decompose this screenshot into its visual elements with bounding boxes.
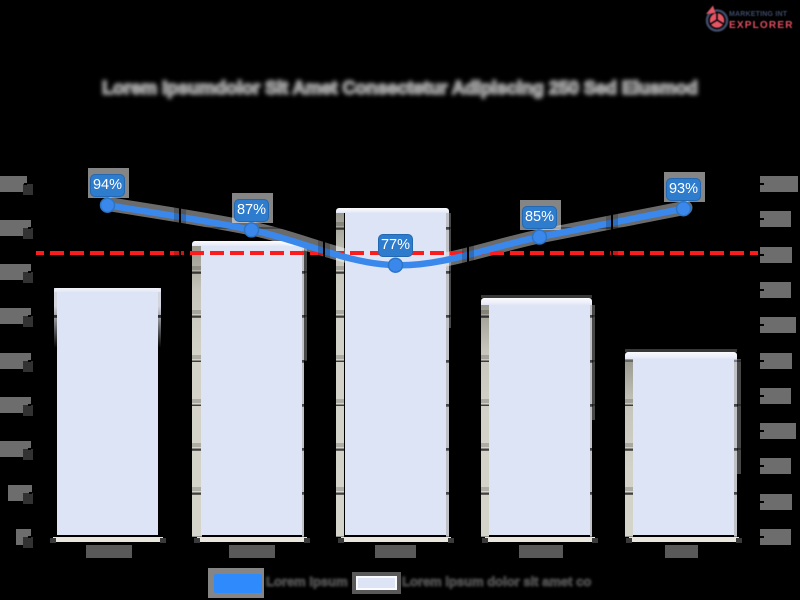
svg-text:MARKETING INT: MARKETING INT bbox=[729, 11, 788, 18]
svg-text:EXPLORER: EXPLORER bbox=[729, 20, 794, 31]
